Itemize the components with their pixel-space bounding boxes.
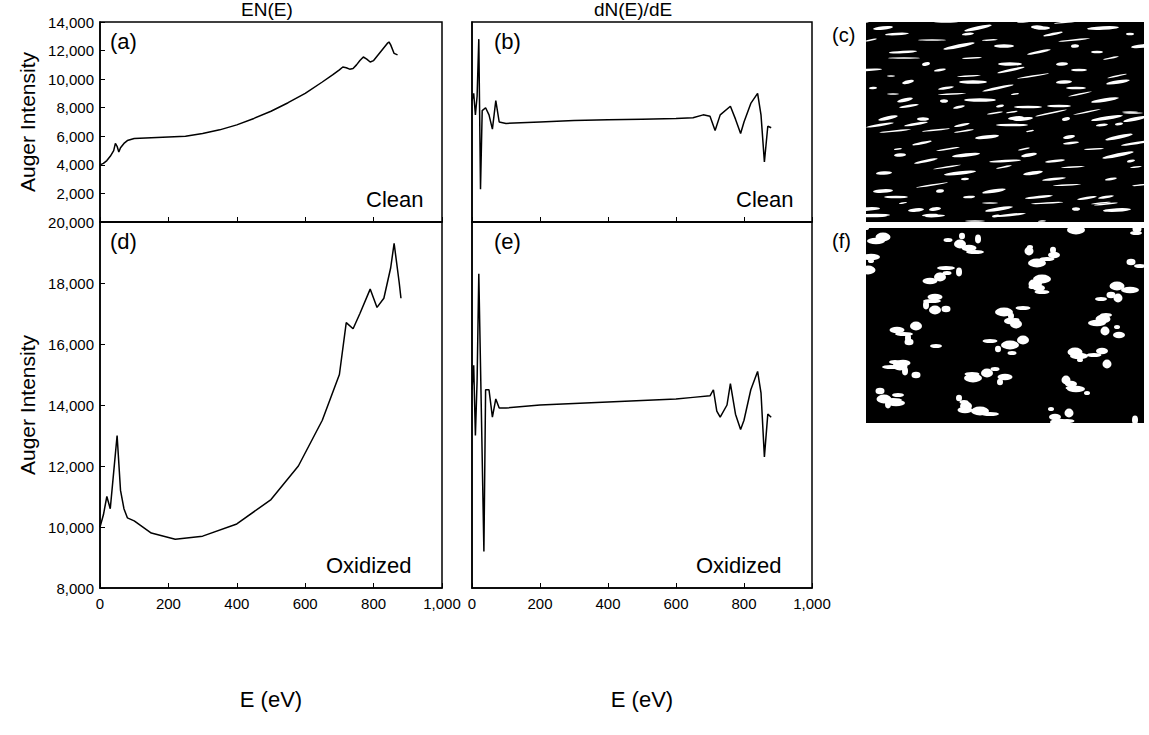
svg-text:1,000: 1,000 bbox=[793, 595, 831, 612]
svg-text:Oxidized: Oxidized bbox=[696, 553, 782, 578]
svg-text:Clean: Clean bbox=[736, 187, 793, 212]
svg-text:E (eV): E (eV) bbox=[240, 687, 302, 712]
svg-text:800: 800 bbox=[361, 595, 386, 612]
svg-text:EN(E): EN(E) bbox=[241, 0, 293, 20]
svg-text:8,000: 8,000 bbox=[56, 99, 94, 116]
svg-text:10,000: 10,000 bbox=[48, 71, 94, 88]
svg-text:200: 200 bbox=[156, 595, 181, 612]
svg-text:12,000: 12,000 bbox=[48, 42, 94, 59]
svg-text:(e): (e) bbox=[494, 229, 521, 254]
svg-text:20,000: 20,000 bbox=[48, 214, 94, 231]
svg-text:E (eV): E (eV) bbox=[611, 687, 673, 712]
svg-text:6,000: 6,000 bbox=[56, 128, 94, 145]
svg-text:400: 400 bbox=[224, 595, 249, 612]
svg-text:Clean: Clean bbox=[366, 187, 423, 212]
svg-text:Oxidized: Oxidized bbox=[326, 553, 412, 578]
svg-text:(b): (b) bbox=[494, 29, 521, 54]
svg-text:4,000: 4,000 bbox=[56, 156, 94, 173]
html-text:(f): (f) bbox=[832, 230, 851, 252]
svg-text:600: 600 bbox=[293, 595, 318, 612]
svg-text:16,000: 16,000 bbox=[48, 336, 94, 353]
html-text:(c): (c) bbox=[832, 24, 856, 46]
svg-text:8,000: 8,000 bbox=[56, 580, 94, 597]
svg-text:800: 800 bbox=[731, 595, 756, 612]
svg-text:(a): (a) bbox=[110, 29, 137, 54]
svg-text:Auger Intensity: Auger Intensity bbox=[16, 51, 39, 192]
svg-text:12,000: 12,000 bbox=[48, 458, 94, 475]
svg-text:(d): (d) bbox=[110, 229, 137, 254]
svg-text:14,000: 14,000 bbox=[48, 397, 94, 414]
svg-text:dN(E)/dE: dN(E)/dE bbox=[594, 0, 672, 20]
svg-text:1,000: 1,000 bbox=[423, 595, 461, 612]
svg-text:10,000: 10,000 bbox=[48, 519, 94, 536]
svg-text:400: 400 bbox=[595, 595, 620, 612]
svg-text:0: 0 bbox=[96, 595, 104, 612]
svg-text:18,000: 18,000 bbox=[48, 275, 94, 292]
svg-text:0: 0 bbox=[468, 595, 476, 612]
svg-text:2,000: 2,000 bbox=[56, 185, 94, 202]
svg-text:Auger Intensity: Auger Intensity bbox=[16, 334, 39, 475]
svg-text:14,000: 14,000 bbox=[48, 14, 94, 31]
svg-text:600: 600 bbox=[663, 595, 688, 612]
svg-text:200: 200 bbox=[527, 595, 552, 612]
